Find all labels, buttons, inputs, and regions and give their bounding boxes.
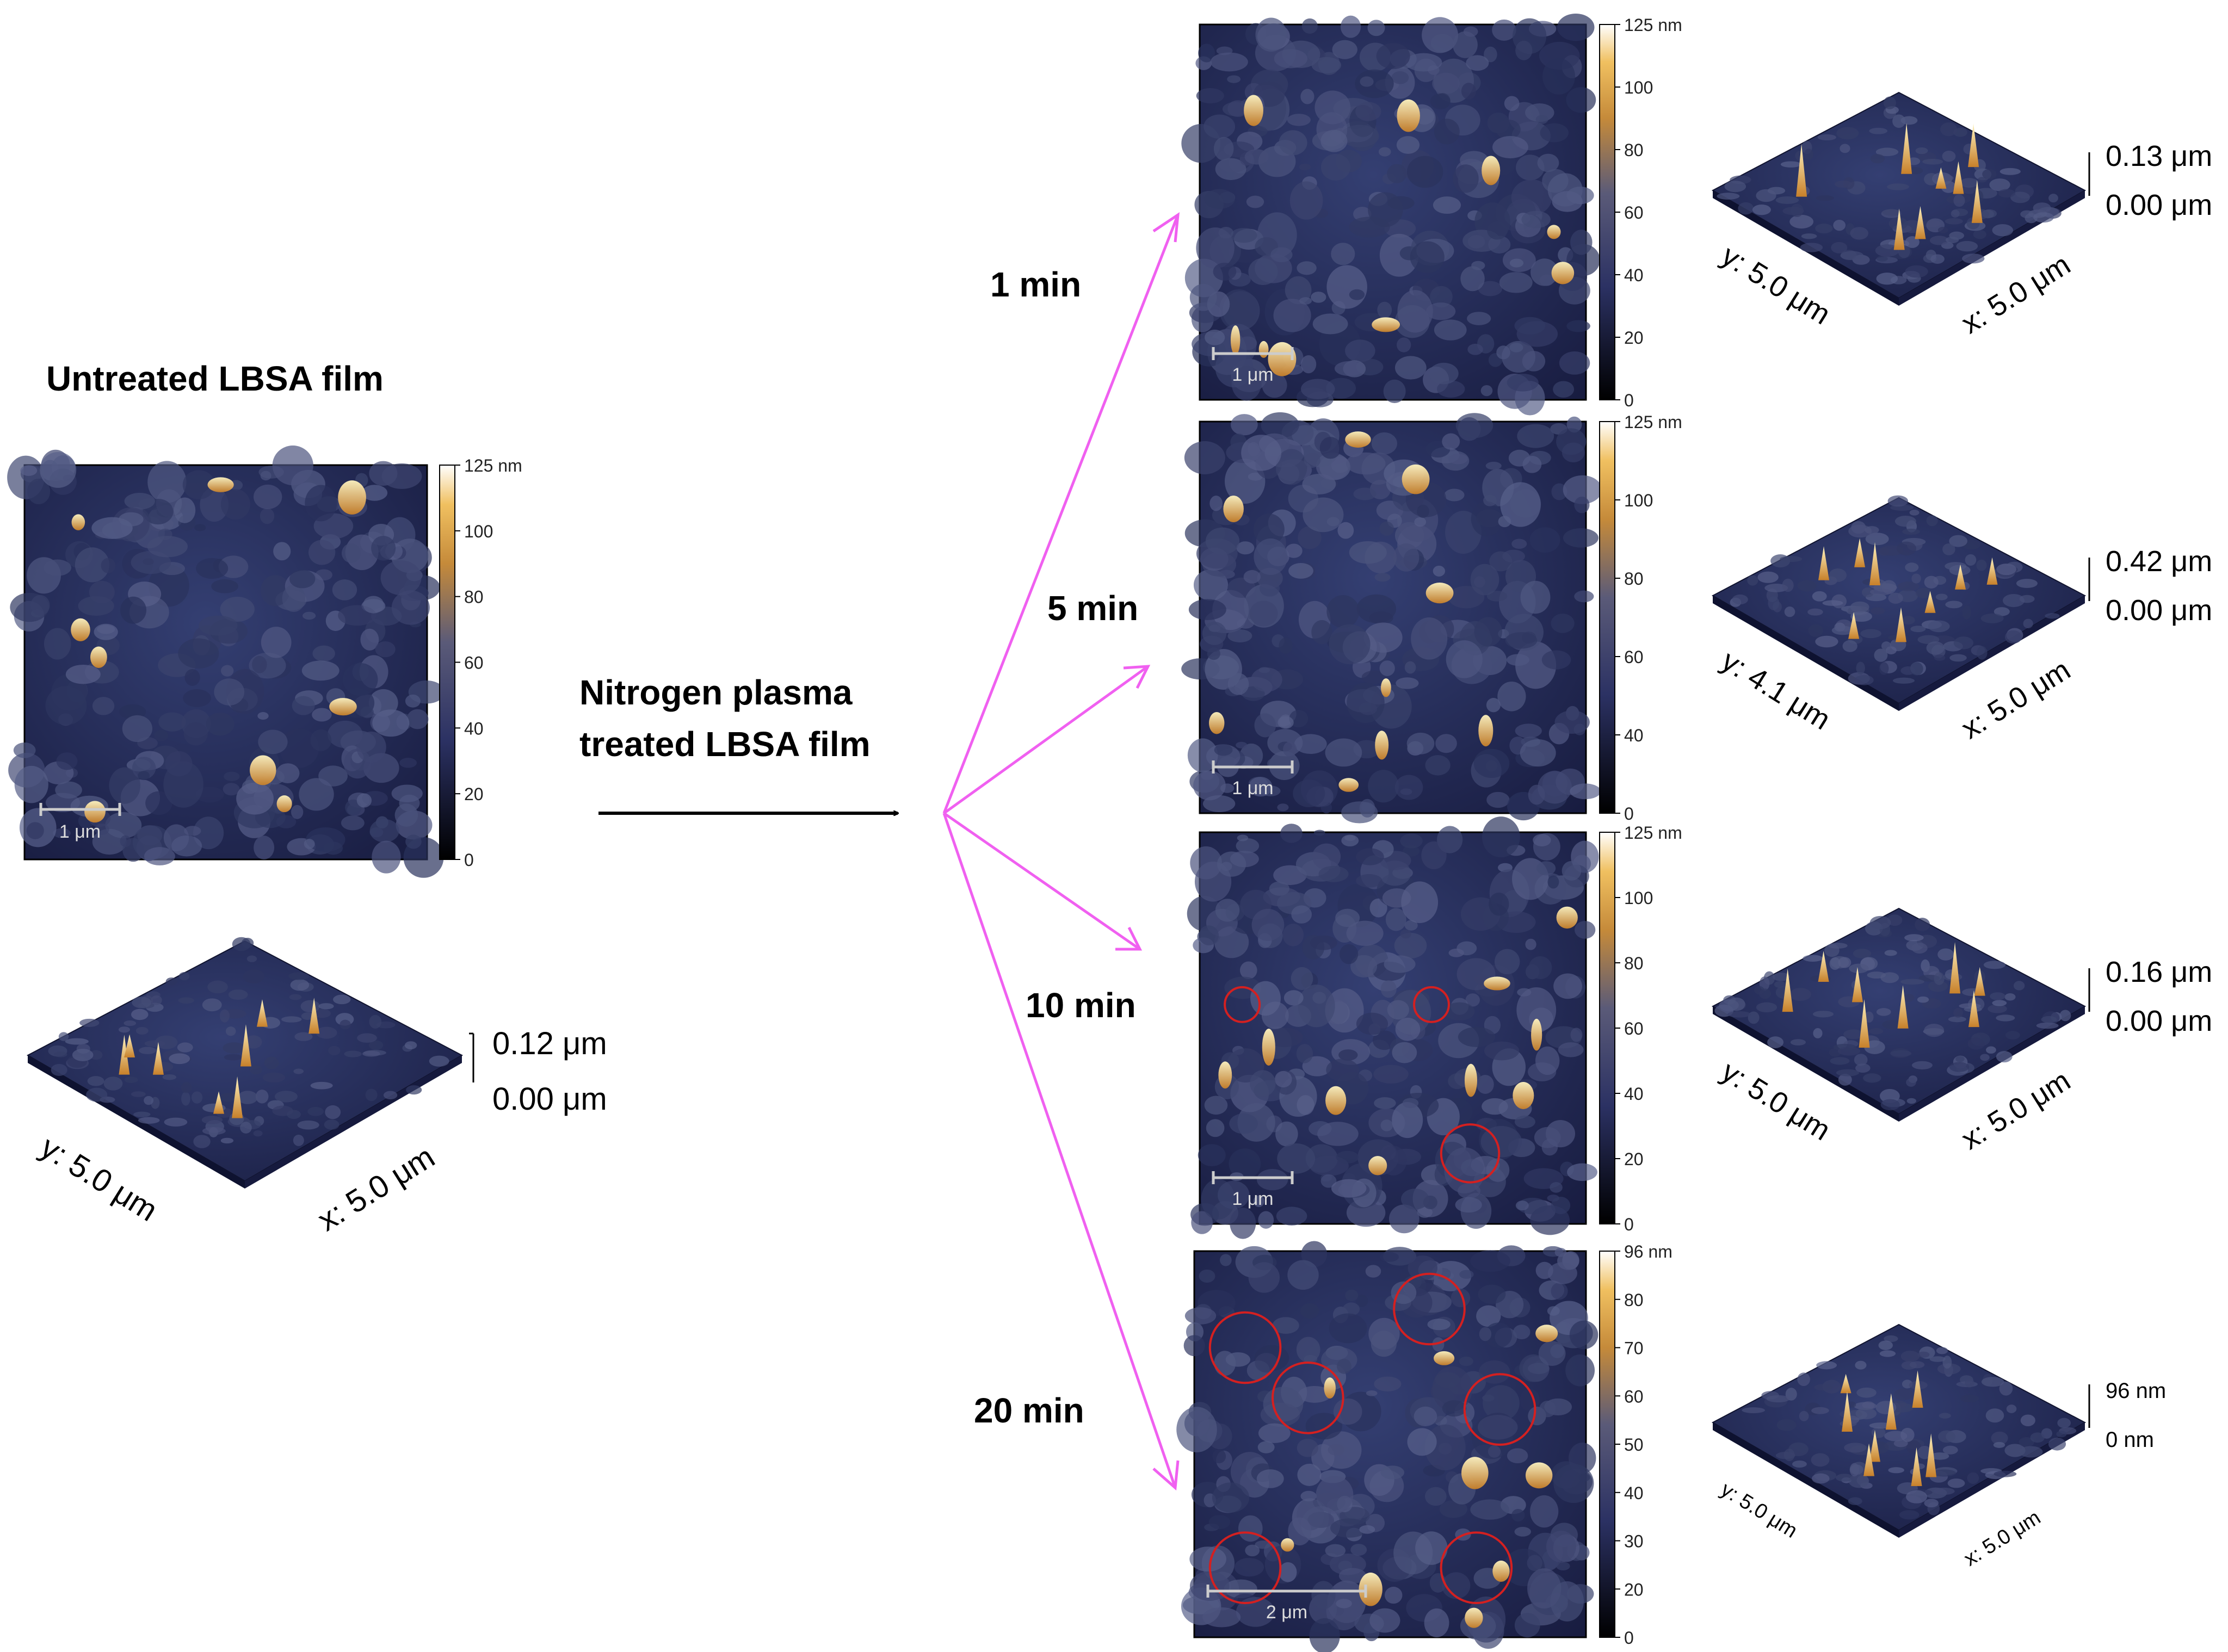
z-min: 0 nm: [2106, 1428, 2154, 1452]
highlight-circle: [1208, 1311, 1282, 1384]
colorbar-tick: 40: [1624, 1483, 1644, 1503]
colorbar-tick: 20: [1624, 1580, 1644, 1599]
colorbar-tick: 80: [464, 587, 484, 607]
z-max: 0.16 μm: [2106, 956, 2212, 988]
colorbar-tick: 60: [1624, 203, 1644, 222]
colorbar-tick: 125 nm: [464, 456, 522, 475]
colorbar-tick: 125 nm: [1624, 15, 1682, 35]
treatment-label-line1: Nitrogen plasma: [579, 673, 853, 712]
colorbar-tick: 100: [1624, 888, 1653, 908]
z-min: 0.00 μm: [2106, 189, 2212, 221]
x-axis-label: x: 5.0 μm: [1960, 1506, 2045, 1571]
time-label: 1 min: [990, 265, 1081, 304]
colorbar-tick: 80: [1624, 1290, 1644, 1310]
colorbar-tick: 96 nm: [1624, 1242, 1672, 1261]
colorbar-tick: 100: [464, 522, 493, 541]
panel-20-min: 20 min 2 μm 96 nm 80 70 60 50 40 30 20 0 96 nm 0 nm y…: [974, 1241, 2166, 1652]
scale-bar-label: 2 μm: [1266, 1602, 1307, 1623]
highlight-circle: [1393, 1272, 1466, 1346]
colorbar-tick: 125 nm: [1624, 823, 1682, 843]
z-max: 0.13 μm: [2106, 140, 2212, 172]
y-axis-label: y: 5.0 μm: [1717, 1478, 1801, 1543]
colorbar-tick: 70: [1624, 1339, 1644, 1358]
colorbar: 125 nm 100 80 60 40 20 0: [1599, 823, 1682, 1234]
colorbar-tick: 0: [1624, 1215, 1634, 1234]
untreated-scale-bar: 1 μm: [39, 803, 121, 842]
highlight-circle: [1440, 1123, 1501, 1184]
colorbar-tick: 80: [1624, 140, 1644, 160]
colorbar-tick: 0: [1624, 1628, 1634, 1648]
colorbar-tick: 20: [1624, 1149, 1644, 1169]
untreated-afm-2d: 1 μm: [7, 446, 445, 878]
treatment-label-line2: treated LBSA film: [579, 725, 871, 764]
branch-arrows: [942, 212, 1180, 1491]
colorbar-tick: 60: [464, 653, 484, 673]
colorbar-tick: 60: [1624, 1019, 1644, 1038]
untreated-colorbar: 125 nm 100 80 60 40 20 0: [439, 456, 522, 870]
highlight-circle: [1272, 1362, 1344, 1434]
colorbar-tick: 80: [1624, 569, 1644, 589]
afm-3d-image: [1711, 495, 2087, 711]
colorbar: 125 nm 100 80 60 40 20 0: [1599, 15, 1682, 410]
time-label: 20 min: [974, 1391, 1084, 1430]
colorbar-tick: 125 nm: [1624, 412, 1682, 432]
colorbar-tick: 100: [1624, 78, 1653, 97]
z-max: 96 nm: [2106, 1379, 2166, 1403]
scale-bar-label: 1 μm: [1232, 364, 1273, 385]
colorbar-tick: 30: [1624, 1532, 1644, 1551]
colorbar-tick: 0: [1624, 391, 1634, 410]
colorbar-tick: 40: [1624, 265, 1644, 285]
highlight-circle: [1224, 986, 1261, 1023]
scale-bar-label: 1 μm: [1232, 1189, 1273, 1209]
scale-bar-label: 1 μm: [1232, 778, 1273, 799]
colorbar-tick: 60: [1624, 1387, 1644, 1406]
afm-3d-image: [1711, 907, 2087, 1122]
highlight-circle: [1463, 1373, 1536, 1446]
afm-3d-image: [1711, 91, 2087, 306]
time-label: 5 min: [1047, 589, 1138, 628]
colorbar-tick: 40: [1624, 1084, 1644, 1104]
z-min: 0.00 μm: [2106, 594, 2212, 627]
panel-1-min: 1 min 1 μm 125 nm 100 80 60 40 20 0 0.13 μm 0.00 μ…: [990, 14, 2212, 416]
colorbar-tick: 0: [464, 850, 474, 870]
untreated-afm-3d: [26, 937, 464, 1189]
highlight-circle: [1440, 1531, 1513, 1604]
colorbar: 125 nm 100 80 60 40 0: [1599, 412, 1682, 824]
untreated-z-min: 0.00 μm: [492, 1081, 607, 1117]
colorbar-tick: 40: [1624, 726, 1644, 745]
colorbar: 96 nm 80 70 60 50 40 30 20 0: [1599, 1242, 1672, 1648]
colorbar-tick: 100: [1624, 491, 1653, 510]
colorbar-tick: 0: [1624, 804, 1634, 824]
svg-text:1 μm: 1 μm: [59, 821, 101, 842]
untreated-x-axis: x: 5.0 μm: [311, 1139, 441, 1238]
afm-3d-image: [1711, 1323, 2087, 1538]
colorbar-tick: 40: [464, 719, 484, 738]
colorbar-tick: 20: [464, 784, 484, 804]
highlight-circle: [1413, 986, 1450, 1023]
panel-10-min: 10 min 1 μm 125 nm 100 80 60 40 20 0 0.16 μm 0.00 …: [1026, 816, 2212, 1239]
colorbar-tick: 20: [1624, 328, 1644, 348]
untreated-y-axis: y: 5.0 μm: [34, 1129, 164, 1228]
z-max: 0.42 μm: [2106, 545, 2212, 578]
colorbar-tick: 60: [1624, 647, 1644, 667]
untreated-title: Untreated LBSA film: [46, 359, 384, 398]
colorbar-tick: 80: [1624, 954, 1644, 973]
highlight-circle: [1208, 1531, 1282, 1604]
z-min: 0.00 μm: [2106, 1005, 2212, 1037]
time-label: 10 min: [1026, 986, 1136, 1025]
colorbar-tick: 50: [1624, 1435, 1644, 1455]
untreated-z-max: 0.12 μm: [492, 1026, 607, 1061]
